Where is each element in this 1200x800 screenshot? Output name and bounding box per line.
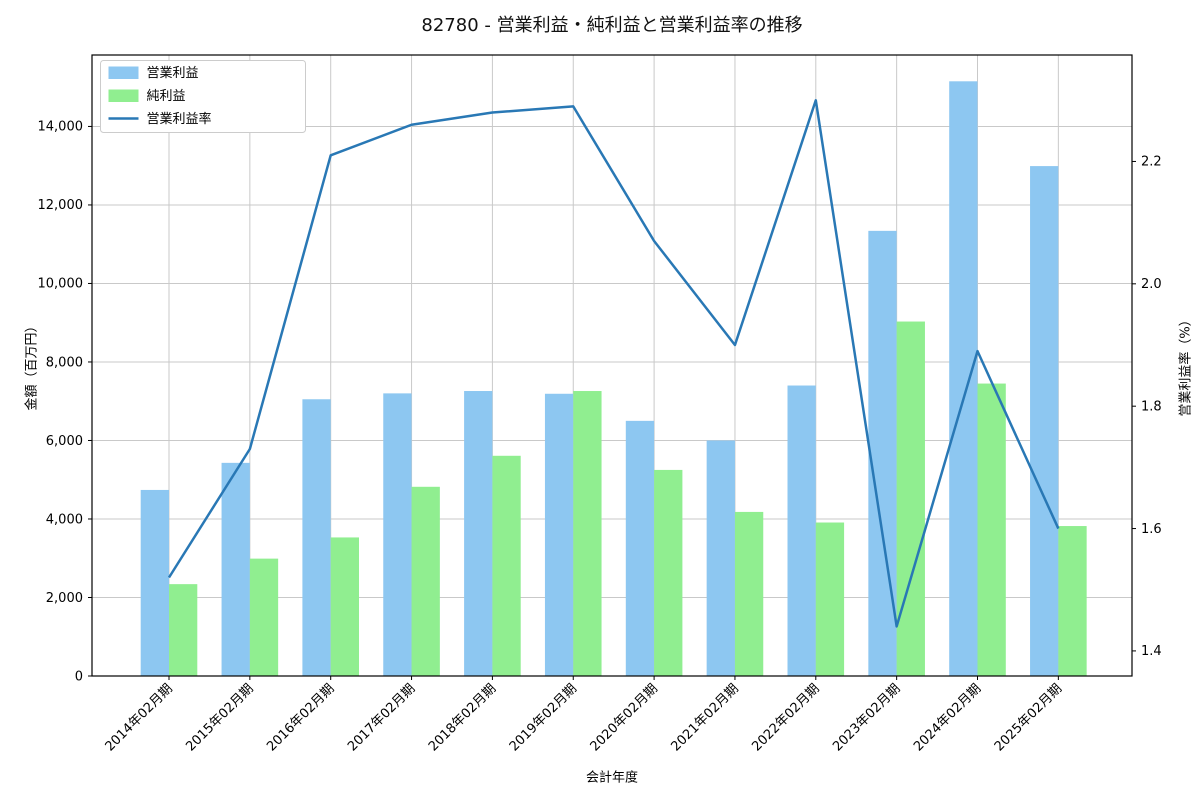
x-tick-label: 2022年02月期 bbox=[749, 681, 822, 754]
y-tick-label-left: 6,000 bbox=[46, 434, 83, 449]
x-tick-label: 2016年02月期 bbox=[264, 681, 337, 754]
y-tick-label-right: 1.8 bbox=[1141, 399, 1162, 414]
y-axis-left-ticks: 0 2,000 4,000 6,000 8,000 10,000 12,000 14,000 bbox=[38, 120, 92, 684]
legend-box bbox=[100, 60, 306, 133]
bar bbox=[706, 440, 735, 676]
y-tick-label-left: 0 bbox=[75, 669, 83, 684]
bar bbox=[464, 391, 493, 676]
x-axis-label: 会計年度 bbox=[585, 770, 639, 786]
y-tick-label-left: 14,000 bbox=[38, 120, 84, 135]
bar bbox=[249, 558, 279, 676]
margin-line bbox=[167, 99, 1060, 628]
x-tick-label: 2015年02月期 bbox=[183, 681, 256, 754]
bar bbox=[169, 584, 198, 676]
line-operating-margin bbox=[167, 99, 1060, 628]
bar bbox=[221, 462, 250, 676]
y-tick-label-right: 1.4 bbox=[1141, 644, 1162, 659]
x-tick-label: 2021年02月期 bbox=[668, 681, 741, 754]
x-tick-label: 2019年02月期 bbox=[507, 681, 580, 754]
bar bbox=[949, 81, 978, 677]
x-tick-label: 2020年02月期 bbox=[588, 681, 661, 754]
y-axis-right-ticks: 1.4 1.6 1.8 2.0 2.2 bbox=[1132, 155, 1162, 659]
y-tick-label-right: 1.6 bbox=[1141, 522, 1162, 537]
chart-title: 82780 - 営業利益・純利益と営業利益率の推移 bbox=[421, 15, 803, 36]
x-tick-label: 2023年02月期 bbox=[830, 681, 903, 754]
legend-swatch bbox=[108, 66, 139, 79]
legend-label: 営業利益 bbox=[147, 65, 199, 81]
bar bbox=[654, 469, 683, 676]
y-tick-label-right: 2.2 bbox=[1141, 155, 1162, 170]
bar bbox=[302, 399, 331, 676]
x-tick-label: 2024年02月期 bbox=[911, 681, 984, 754]
x-tick-label: 2018年02月期 bbox=[426, 681, 499, 754]
bar bbox=[1030, 166, 1059, 677]
bar bbox=[734, 511, 764, 676]
x-axis-ticks: 2014年02月期 2015年02月期 2016年02月期 2017年02月期 2018… bbox=[103, 676, 1065, 755]
bar bbox=[868, 230, 897, 677]
bar bbox=[896, 321, 925, 676]
bar bbox=[787, 385, 816, 676]
x-tick-label: 2025年02月期 bbox=[992, 681, 1065, 754]
y-tick-label-left: 10,000 bbox=[38, 277, 84, 292]
x-tick-label: 2017年02月期 bbox=[345, 681, 418, 754]
plot-border bbox=[91, 54, 1133, 677]
y-tick-label-right: 2.0 bbox=[1141, 277, 1162, 292]
bar bbox=[977, 383, 1006, 676]
bars-net-profit bbox=[169, 321, 1087, 676]
legend-swatch bbox=[108, 89, 139, 102]
legend-label: 営業利益率 bbox=[147, 111, 212, 127]
y-tick-label-left: 12,000 bbox=[38, 198, 84, 213]
bar bbox=[573, 391, 602, 676]
legend-label: 純利益 bbox=[147, 89, 186, 104]
y-tick-label-left: 4,000 bbox=[46, 512, 83, 527]
y-tick-label-left: 2,000 bbox=[46, 591, 83, 606]
bar bbox=[411, 486, 440, 676]
y-tick-label-left: 8,000 bbox=[46, 355, 83, 370]
bar bbox=[625, 420, 655, 676]
bar bbox=[492, 455, 521, 676]
bar bbox=[544, 393, 574, 676]
bars-operating-profit bbox=[140, 81, 1059, 677]
bar bbox=[1058, 526, 1087, 676]
bar bbox=[140, 489, 169, 676]
x-tick-label: 2014年02月期 bbox=[103, 681, 176, 754]
bar bbox=[330, 537, 359, 676]
bar bbox=[815, 522, 845, 676]
bar bbox=[383, 393, 412, 676]
